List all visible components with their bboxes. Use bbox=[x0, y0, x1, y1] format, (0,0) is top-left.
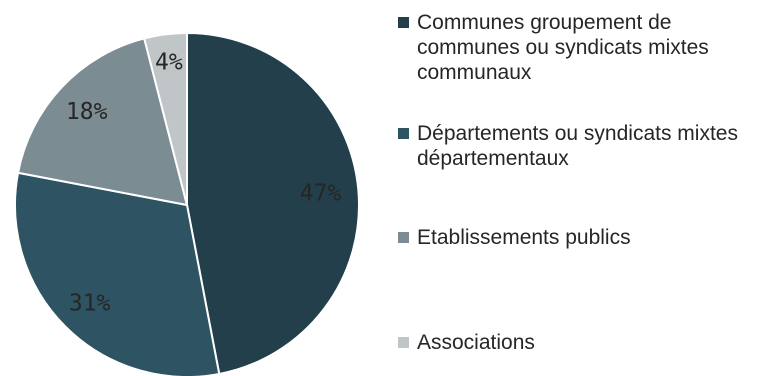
slice-percent-label: 47% bbox=[300, 180, 342, 206]
pie-slice bbox=[143, 31, 188, 206]
slice-percent-label: 31% bbox=[69, 290, 111, 316]
legend-swatch bbox=[398, 128, 409, 139]
legend-swatch bbox=[398, 17, 409, 28]
legend-swatch bbox=[398, 337, 409, 348]
pie-slice bbox=[14, 171, 221, 376]
legend-label: Etablissements publics bbox=[417, 226, 631, 249]
legend-item: Associations bbox=[398, 330, 778, 355]
slice-percent-label: 4% bbox=[155, 50, 183, 76]
legend-item: Communes groupement de communes ou syndi… bbox=[398, 10, 778, 85]
pie-slice bbox=[186, 31, 360, 376]
legend-label: Associations bbox=[417, 331, 535, 354]
pie-slice bbox=[16, 37, 189, 207]
legend-item: Etablissements publics bbox=[398, 225, 778, 250]
legend-item: Départements ou syndicats mixtes départe… bbox=[398, 121, 778, 171]
legend-label: Départements ou syndicats mixtes départe… bbox=[417, 122, 738, 170]
slice-percent-label: 18% bbox=[66, 99, 108, 125]
legend: Communes groupement de communes ou syndi… bbox=[398, 0, 778, 376]
legend-swatch bbox=[398, 232, 409, 243]
legend-label: Communes groupement de communes ou syndi… bbox=[417, 11, 709, 84]
